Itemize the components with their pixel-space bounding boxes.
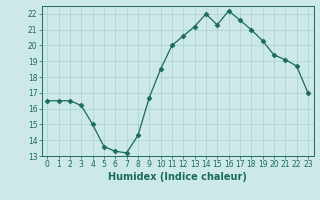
X-axis label: Humidex (Indice chaleur): Humidex (Indice chaleur) (108, 172, 247, 182)
